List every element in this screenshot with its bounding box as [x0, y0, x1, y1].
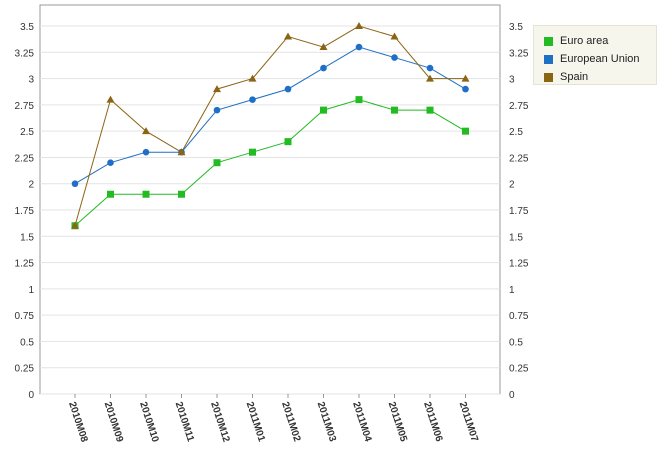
- y-tick-label-right: 1.5: [509, 232, 523, 243]
- x-tick-label: 2011M02: [279, 401, 302, 444]
- legend-swatch-european-union: [544, 55, 553, 64]
- data-point-euro-area[interactable]: [107, 190, 114, 198]
- y-tick-label-left: 2.75: [15, 101, 35, 112]
- data-point-european-union[interactable]: [71, 180, 79, 188]
- data-point-european-union[interactable]: [142, 148, 150, 156]
- legend-swatch-euro-area: [544, 37, 553, 46]
- legend-label-european-union: European Union: [560, 53, 640, 65]
- data-point-euro-area[interactable]: [284, 138, 292, 146]
- y-tick-label-left: 1: [28, 285, 34, 296]
- x-tick-label: 2011M05: [386, 401, 409, 444]
- legend-label-spain: Spain: [560, 71, 589, 83]
- data-point-euro-area[interactable]: [462, 127, 469, 135]
- data-point-euro-area[interactable]: [426, 106, 434, 114]
- x-tick-label: 2010M10: [137, 401, 160, 444]
- y-tick-label-right: 1.25: [509, 259, 529, 270]
- x-tick-label: 2010M12: [208, 401, 231, 444]
- data-point-european-union[interactable]: [107, 159, 114, 167]
- y-tick-label-right: 0.5: [509, 337, 523, 348]
- data-point-european-union[interactable]: [391, 54, 398, 61]
- x-tick-label: 2011M07: [457, 401, 480, 444]
- data-point-european-union[interactable]: [249, 96, 256, 103]
- series-line-european-union: [74, 46, 466, 185]
- data-point-euro-area[interactable]: [249, 148, 256, 156]
- data-point-spain[interactable]: [461, 74, 470, 82]
- y-tick-label-left: 0.25: [15, 364, 35, 375]
- data-point-spain[interactable]: [284, 32, 292, 40]
- y-tick-label-left: 2.25: [15, 153, 35, 164]
- data-point-european-union[interactable]: [462, 85, 469, 93]
- x-tick-label: 2011M03: [315, 401, 338, 444]
- data-point-euro-area[interactable]: [213, 159, 221, 167]
- y-tick-label-left: 3.5: [20, 22, 34, 33]
- x-axis: 2010M08 2010M09 2010M10 2010M11 2010M12 2011M…: [66, 394, 480, 444]
- y-tick-label-right: 0.25: [509, 364, 529, 375]
- y-tick-label-left: 1.25: [15, 259, 35, 270]
- data-point-spain[interactable]: [71, 221, 79, 229]
- y-tick-label-right: 2: [509, 180, 515, 191]
- y-tick-label-right: 2.75: [509, 101, 529, 112]
- data-point-spain[interactable]: [426, 74, 434, 82]
- y-tick-label-right: 1.75: [509, 206, 529, 217]
- data-point-european-union[interactable]: [355, 43, 363, 51]
- legend: Euro area European Union Spain: [533, 25, 657, 85]
- series-line-spain: [74, 25, 466, 226]
- gridlines: [40, 25, 500, 395]
- y-axis-right: 0 0.25 0.5 0.75 1 1.25 1.5 1.75 2 2.25 2.5 2.75 3 3.2…: [509, 22, 529, 401]
- data-point-euro-area[interactable]: [355, 96, 363, 104]
- y-tick-label-right: 2.25: [509, 153, 529, 164]
- data-point-european-union[interactable]: [426, 64, 434, 72]
- data-point-euro-area[interactable]: [178, 190, 185, 198]
- legend-item-spain[interactable]: Spain: [544, 69, 656, 87]
- y-tick-label-left: 0.5: [20, 337, 34, 348]
- x-tick-label: 2010M08: [66, 401, 89, 444]
- legend-label-euro-area: Euro area: [560, 35, 609, 47]
- data-point-european-union[interactable]: [320, 64, 327, 72]
- data-point-spain[interactable]: [319, 43, 328, 51]
- legend-item-euro-area[interactable]: Euro area: [544, 33, 656, 51]
- y-tick-label-right: 0: [509, 390, 515, 401]
- legend-item-european-union[interactable]: European Union: [544, 51, 656, 69]
- y-tick-label-right: 3.25: [509, 48, 529, 59]
- x-tick-label: 2011M01: [244, 401, 267, 444]
- y-tick-label-left: 1.75: [15, 206, 35, 217]
- y-tick-label-right: 0.75: [509, 311, 529, 322]
- data-point-spain[interactable]: [355, 22, 363, 30]
- x-tick-label: 2011M06: [421, 401, 444, 444]
- data-point-spain[interactable]: [213, 85, 221, 93]
- y-tick-label-left: 0: [28, 390, 34, 401]
- y-tick-label-right: 1: [509, 285, 515, 296]
- y-tick-label-left: 2.5: [20, 127, 34, 138]
- data-point-euro-area[interactable]: [142, 190, 150, 198]
- data-point-spain[interactable]: [177, 148, 186, 156]
- data-point-euro-area[interactable]: [320, 106, 327, 114]
- data-point-spain[interactable]: [106, 95, 115, 103]
- y-tick-label-left: 3: [28, 75, 34, 86]
- y-axis-left: 0 0.25 0.5 0.75 1 1.25 1.5 1.75 2 2.25 2.5 2.75 3 3.2…: [15, 22, 35, 401]
- data-point-european-union[interactable]: [284, 85, 292, 93]
- y-tick-label-left: 2: [28, 180, 34, 191]
- series-line-euro-area: [74, 99, 466, 227]
- legend-swatch-spain: [544, 73, 553, 82]
- x-tick-label: 2010M09: [102, 401, 125, 444]
- data-point-euro-area[interactable]: [391, 106, 398, 114]
- x-tick-label: 2011M04: [350, 401, 373, 444]
- y-tick-label-left: 1.5: [20, 232, 34, 243]
- data-point-spain[interactable]: [248, 74, 257, 82]
- data-point-spain[interactable]: [390, 32, 399, 40]
- y-tick-label-right: 3: [509, 75, 515, 86]
- y-tick-label-right: 3.5: [509, 22, 523, 33]
- plot-area: [39, 4, 501, 395]
- y-tick-label-left: 0.75: [15, 311, 35, 322]
- series-layer: [71, 22, 470, 230]
- x-tick-label: 2010M11: [173, 401, 196, 444]
- y-tick-label-right: 2.5: [509, 127, 523, 138]
- data-point-european-union[interactable]: [213, 106, 221, 114]
- data-point-spain[interactable]: [142, 127, 150, 135]
- y-tick-label-left: 3.25: [15, 48, 35, 59]
